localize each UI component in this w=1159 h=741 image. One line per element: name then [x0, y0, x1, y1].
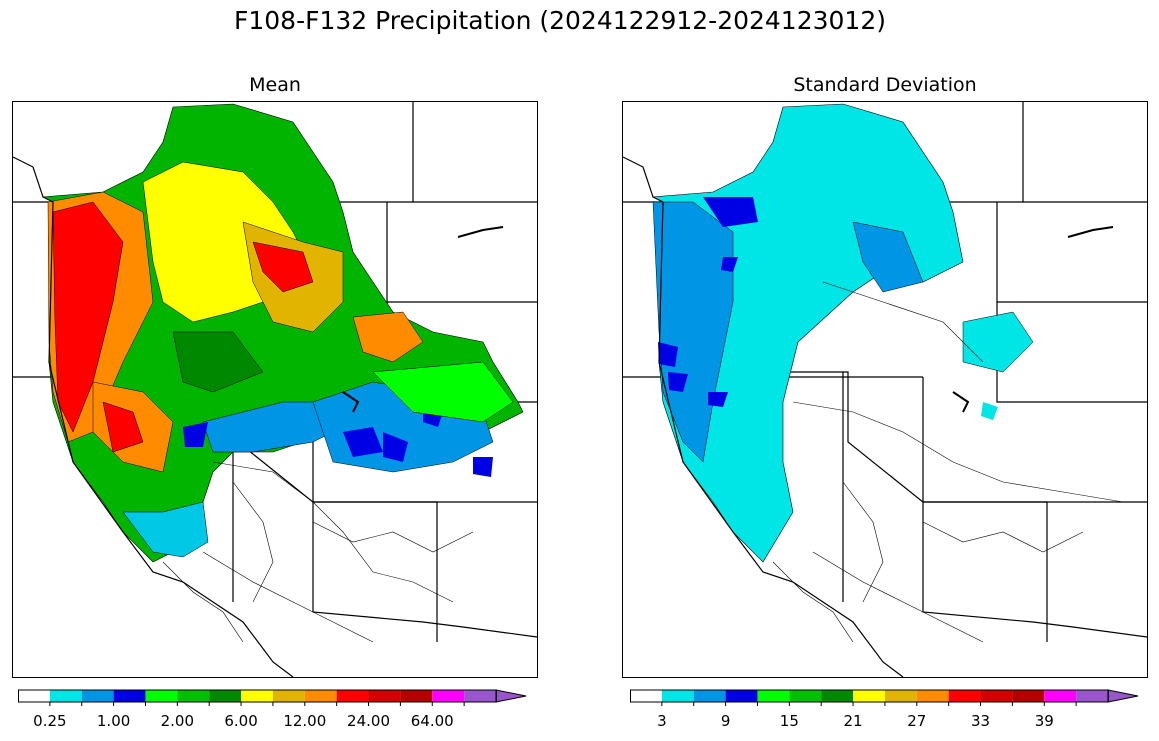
- mean-map-svg: [13, 102, 537, 677]
- mean-color-swatch: [432, 690, 465, 702]
- stddev-color-swatch: [821, 690, 854, 702]
- mean-color-swatch: [272, 690, 305, 702]
- mean-color-swatch: [113, 690, 146, 702]
- mean-color-swatch: [336, 690, 369, 702]
- mean-map: [12, 101, 538, 678]
- lakes: [952, 226, 1114, 413]
- mean-color-swatch: [81, 690, 114, 702]
- mean-color-swatch: [400, 690, 433, 702]
- stddev-color-swatch: [1076, 690, 1108, 702]
- stddev-tick-label: 39: [1034, 712, 1054, 730]
- mean-panel-title: Mean: [249, 74, 301, 96]
- stddev-tick-label: 9: [720, 712, 731, 730]
- stddev-color-swatch: [916, 690, 949, 702]
- mean-color-swatch: [464, 690, 496, 702]
- stddev-extend-arrow: [1107, 689, 1139, 703]
- mean-color-swatch: [241, 690, 273, 702]
- stddev-panel-title: Standard Deviation: [793, 74, 977, 96]
- stddev-tick-label: 21: [843, 712, 863, 730]
- stddev-color-swatch: [789, 690, 822, 702]
- stddev-color-swatch: [661, 690, 694, 702]
- mean-color-swatch: [209, 690, 242, 702]
- stddev-tick-label: 33: [970, 712, 991, 730]
- mean-color-swatch: [304, 690, 337, 702]
- stddev-color-swatch: [630, 690, 662, 702]
- mean-tick-label: 0.25: [33, 712, 67, 730]
- stddev-tick-label: 27: [907, 712, 927, 730]
- stddev-map: [622, 101, 1148, 678]
- mean-color-swatch: [177, 690, 210, 702]
- mean-tick-label: 6.00: [224, 712, 258, 730]
- stddev-color-swatch: [757, 690, 790, 702]
- mean-color-swatch: [145, 690, 178, 702]
- stddev-colorbar-frame: [630, 689, 1109, 703]
- stddev-color-swatch: [693, 690, 726, 702]
- figure-title: F108-F132 Precipitation (2024122912-2024…: [233, 6, 886, 35]
- mean-tick-label: 1.00: [96, 712, 131, 730]
- stddev-tick-label: 3: [657, 712, 667, 730]
- mean-color-swatch: [18, 690, 50, 702]
- mean-color-swatch: [49, 690, 82, 702]
- mean-color-swatch: [368, 690, 401, 702]
- basin-outlines: [772, 281, 1124, 643]
- stddev-color-swatch: [980, 690, 1013, 702]
- stddev-tick-label: 15: [779, 712, 799, 730]
- lakes: [342, 226, 504, 413]
- stddev-color-swatch: [1044, 690, 1077, 702]
- stddev-color-swatch: [853, 690, 885, 702]
- coastline: [623, 156, 904, 677]
- mean-colorbar-frame: [18, 689, 497, 703]
- stddev-colorbar: [630, 689, 1139, 706]
- mean-extend-arrow: [495, 689, 527, 703]
- stddev-field: [651, 103, 1034, 563]
- basin-outlines: [162, 461, 474, 643]
- stddev-color-swatch: [725, 690, 758, 702]
- stddev-color-swatch: [1012, 690, 1045, 702]
- mean-precip-field: [41, 103, 524, 563]
- mean-tick-label: 64.00: [410, 712, 454, 730]
- mean-tick-label: 12.00: [283, 712, 327, 730]
- mean-tick-label: 24.00: [347, 712, 390, 730]
- stddev-map-svg: [623, 102, 1147, 677]
- stddev-color-swatch: [884, 690, 917, 702]
- mean-tick-label: 2.00: [160, 712, 195, 730]
- stddev-color-swatch: [948, 690, 981, 702]
- state-borders: [623, 102, 1147, 642]
- mean-colorbar: [18, 689, 527, 706]
- coastline: [13, 156, 294, 677]
